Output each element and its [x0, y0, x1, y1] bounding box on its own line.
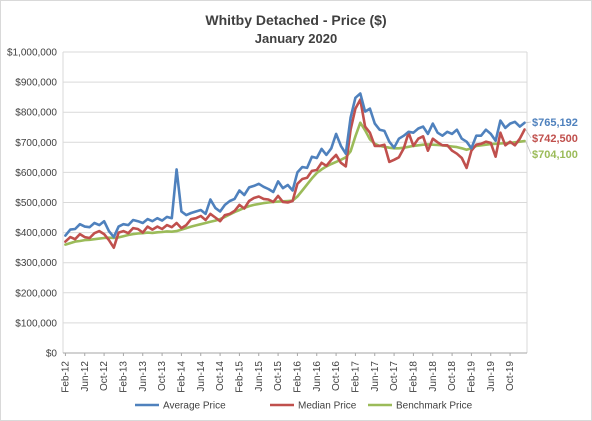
- gridlines: [62, 51, 528, 353]
- x-tick-label: Feb-19: [466, 361, 477, 393]
- x-tick-label: Jun-12: [80, 361, 91, 392]
- y-tick-label: $100,000: [15, 318, 57, 329]
- x-tick-label: Feb-14: [176, 361, 187, 393]
- x-tick-label: Jun-17: [370, 361, 381, 392]
- end-value-label: $704,100: [532, 149, 578, 161]
- x-tick-label: Feb-15: [234, 361, 245, 393]
- x-tick-label: Feb-13: [118, 361, 129, 393]
- axes: [63, 352, 527, 356]
- series-lines: [64, 92, 526, 249]
- legend-label: Average Price: [163, 401, 226, 412]
- x-tick-label: Oct-18: [447, 361, 458, 391]
- y-tick-label: $300,000: [15, 258, 57, 269]
- x-tick-label: Oct-15: [273, 361, 284, 391]
- end-value-label: $765,192: [532, 117, 578, 129]
- x-tick-label: Jun-14: [196, 361, 207, 392]
- end-label-leader: [525, 140, 532, 155]
- series-line-average-price: [64, 92, 526, 239]
- x-tick-label: Oct-13: [157, 361, 168, 391]
- y-tick-label: $600,000: [15, 168, 57, 179]
- x-axis-ticks: Feb-12 Jun-12 Oct-12 Feb-13 Jun-13 Oct-13 Feb-…: [60, 361, 516, 393]
- y-tick-label: $900,000: [15, 78, 57, 89]
- x-tick-label: Oct-19: [505, 361, 516, 391]
- end-label-leader: [525, 129, 532, 139]
- end-value-labels: $765,192 $742,500 $704,100: [525, 117, 578, 161]
- x-tick-label: Oct-17: [389, 361, 400, 391]
- chart-title: Whitby Detached - Price ($): [205, 12, 386, 28]
- legend-label: Median Price: [298, 401, 357, 412]
- y-tick-label: $700,000: [15, 138, 57, 149]
- x-tick-label: Jun-19: [486, 361, 497, 392]
- y-axis-ticks: $0 $100,000 $200,000 $300,000 $400,000 $500,0…: [7, 48, 57, 360]
- x-tick-label: Oct-12: [99, 361, 110, 391]
- end-value-label: $742,500: [532, 133, 578, 145]
- x-tick-label: Jun-16: [312, 361, 323, 392]
- x-tick-label: Jun-15: [254, 361, 265, 392]
- x-tick-label: Feb-16: [292, 361, 303, 393]
- x-tick-label: Feb-17: [350, 361, 361, 393]
- y-tick-label: $1,000,000: [7, 48, 57, 59]
- x-tick-label: Jun-13: [138, 361, 149, 392]
- end-label-leader: [525, 121, 532, 124]
- legend-label: Benchmark Price: [396, 401, 473, 412]
- x-tick-label: Feb-18: [408, 361, 419, 393]
- y-tick-label: $200,000: [15, 288, 57, 299]
- x-tick-label: Jun-18: [428, 361, 439, 392]
- x-tick-label: Feb-12: [60, 361, 71, 393]
- series-line-median-price: [64, 98, 526, 249]
- x-tick-label: Oct-14: [215, 361, 226, 391]
- legend: Average Price Median Price Benchmark Price: [135, 401, 473, 412]
- y-tick-label: $500,000: [15, 198, 57, 209]
- y-tick-label: $400,000: [15, 228, 57, 239]
- x-tick-label: Oct-16: [331, 361, 342, 391]
- y-tick-label: $0: [46, 349, 58, 360]
- chart-subtitle: January 2020: [255, 31, 337, 46]
- y-tick-label: $800,000: [15, 108, 57, 119]
